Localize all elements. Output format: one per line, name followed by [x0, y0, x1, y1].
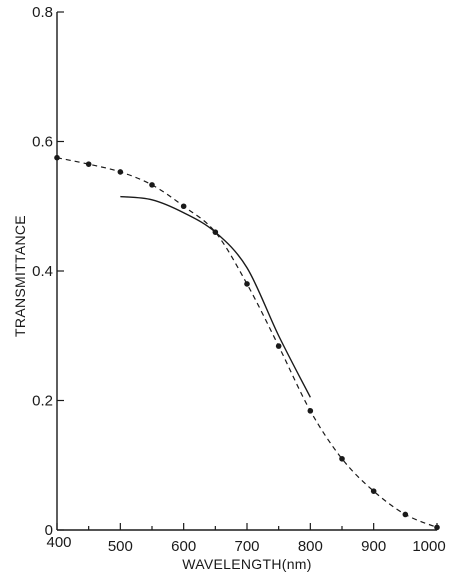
y-tick-label: 0.6 — [32, 134, 53, 151]
y-tick-label: 0.4 — [32, 263, 53, 280]
x-axis-title: WAVELENGTH(nm) — [182, 556, 311, 572]
y-tick-label: 0 — [45, 522, 53, 539]
ticks — [56, 11, 438, 531]
x-tick-label: 500 — [108, 538, 133, 555]
x-tick-label: 600 — [171, 538, 196, 555]
y-tick-label: 0.2 — [32, 393, 53, 410]
tick-labels: 400 500 600 700 800 900 1000 0 0.2 0.4 0.6 0.8 — [32, 4, 446, 555]
data-point — [117, 169, 124, 175]
series-layer — [54, 154, 440, 531]
dashed-series-line — [56, 157, 438, 528]
x-tick-label: 1000 — [412, 538, 445, 555]
x-tick-label: 400 — [46, 534, 71, 551]
x-tick-label: 800 — [298, 538, 323, 555]
data-point — [149, 182, 155, 188]
data-point — [85, 161, 92, 167]
data-point — [402, 511, 409, 518]
data-point — [307, 408, 314, 414]
x-tick-label: 900 — [361, 538, 386, 555]
data-point — [370, 488, 377, 494]
x-tick-label: 700 — [234, 538, 259, 555]
axes — [56, 12, 437, 531]
data-point — [339, 455, 345, 462]
y-axis-title: TRANSMITTANCE — [12, 215, 28, 337]
data-point — [180, 203, 187, 210]
data-point — [244, 281, 250, 287]
data-point — [275, 343, 282, 349]
solid-series-line — [120, 195, 311, 398]
data-point — [54, 154, 60, 161]
data-point — [434, 524, 440, 531]
y-tick-label: 0.8 — [32, 4, 53, 21]
